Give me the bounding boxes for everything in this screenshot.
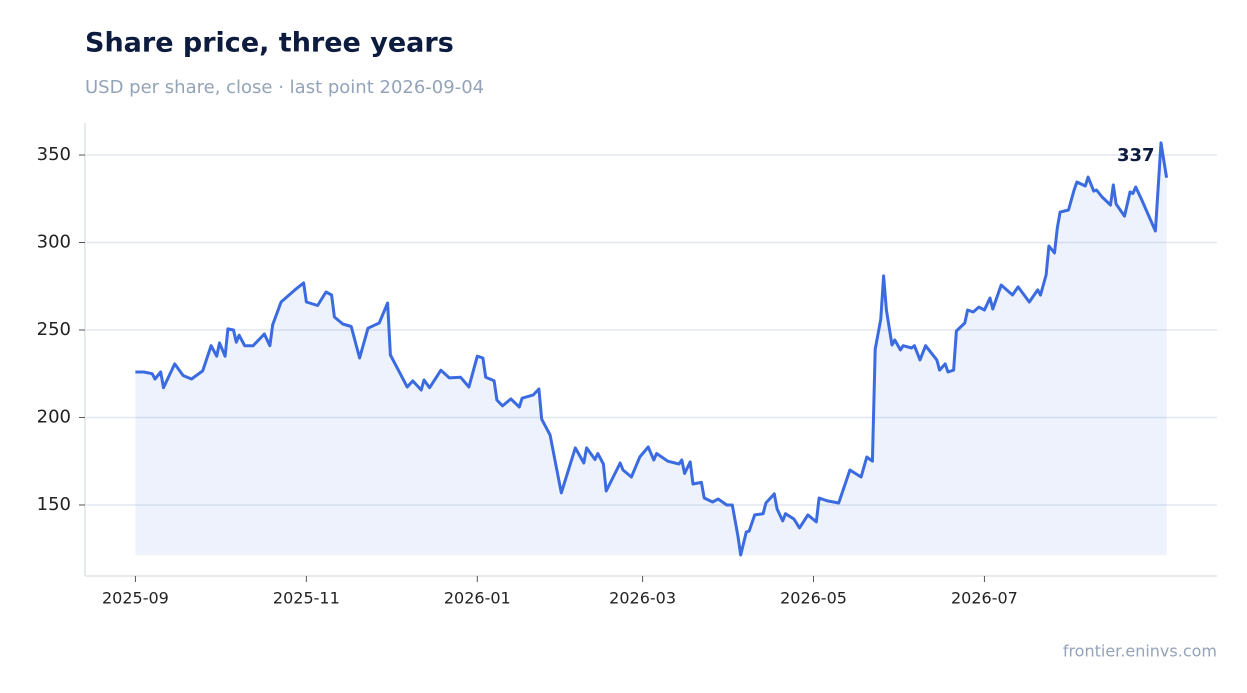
x-tick-label: 2026-03: [609, 589, 676, 608]
chart-title: Share price, three years: [85, 28, 454, 59]
chart-subtitle: USD per share, close · last point 2026-0…: [85, 77, 484, 98]
y-tick-label: 150: [37, 494, 71, 515]
y-tick-label: 250: [37, 319, 71, 340]
x-tick-label: 2026-01: [444, 589, 511, 608]
y-tick-label: 300: [37, 232, 71, 253]
area: [135, 142, 1167, 556]
source: frontier.eninvs.com: [1063, 642, 1217, 661]
x-tick-label: 2025-09: [102, 589, 169, 608]
last-value-label: 337: [1117, 145, 1155, 166]
y-tick-label: 200: [37, 406, 71, 427]
line: [135, 141, 1169, 557]
x-tick-label: 2026-05: [780, 589, 847, 608]
y-tick-label: 350: [37, 144, 71, 165]
x-tick-label: 2026-07: [951, 589, 1018, 608]
x-tick-label: 2025-11: [273, 589, 340, 608]
